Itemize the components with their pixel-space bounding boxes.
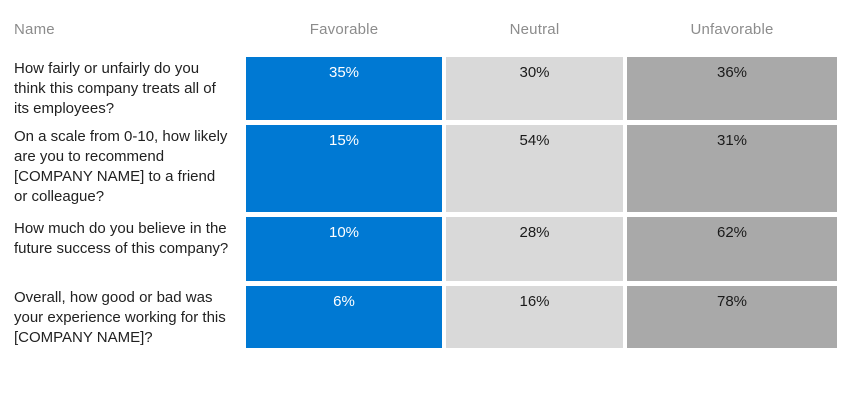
column-header-neutral: Neutral: [509, 21, 560, 38]
question-text: Overall, how good or bad was your experi…: [14, 289, 226, 346]
column-header-favorable: Favorable: [309, 21, 379, 38]
unfavorable-cell: 62%: [627, 217, 837, 281]
neutral-cell: 28%: [446, 217, 623, 281]
unfavorable-cell: 78%: [627, 286, 837, 348]
neutral-cell: 30%: [446, 57, 623, 120]
unfavorable-cell: 31%: [627, 125, 837, 212]
neutral-cell: 54%: [446, 125, 623, 212]
column-header-unfavorable: Unfavorable: [690, 21, 774, 38]
table-header-row: Name Favorable Neutral Unfavorable: [14, 21, 850, 38]
question-text: How much do you believe in the future su…: [14, 220, 229, 257]
question-text: On a scale from 0-10, how likely are you…: [14, 128, 228, 205]
favorable-cell: 10%: [246, 217, 442, 281]
table-body: How fairly or unfairly do you think this…: [14, 57, 850, 348]
favorable-cell: 15%: [246, 125, 442, 212]
neutral-cell: 16%: [446, 286, 623, 348]
column-header-name: Name: [14, 21, 55, 38]
question-text: How fairly or unfairly do you think this…: [14, 60, 216, 117]
favorable-cell: 6%: [246, 286, 442, 348]
favorable-cell: 35%: [246, 57, 442, 120]
unfavorable-cell: 36%: [627, 57, 837, 120]
